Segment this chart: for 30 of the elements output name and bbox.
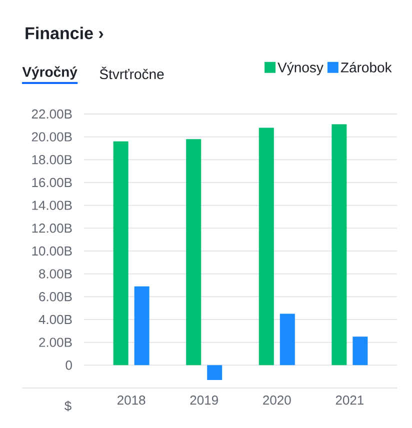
y-tick-label: 20.00B [32,132,72,142]
y-tick-label: 10.00B [32,246,72,256]
y-tick-label: 0 [66,360,72,370]
bar [186,139,202,366]
bar [280,314,295,366]
y-tick-label: 18.00B [32,155,72,164]
legend-label: Zárobok [340,62,392,72]
x-tick-label: 2021 [336,396,364,405]
y-tick-label: 12.00B [32,224,72,233]
text: Výročný [22,66,78,80]
x-tick-label: 2020 [263,396,291,405]
bar [207,365,222,380]
bar [113,141,128,366]
x-tick-label: 2019 [190,396,218,405]
bar [134,286,150,366]
x-tick-label: 2018 [118,396,146,405]
y-tick-label: 4.00B [38,314,72,324]
bar [352,336,368,366]
y-tick-label: 14.00B [32,200,72,210]
y-tick-label: 22.00B [32,109,72,119]
y-tick-label: 16.00B [32,178,72,188]
bar [332,124,347,366]
y-tick-label: 8.00B [39,269,72,278]
y-tick-label: 6.00B [39,292,72,302]
chart-title: Financie › [26,26,104,40]
text: Štvrťročne [100,66,164,80]
bar [258,128,274,366]
y-axis-title: $ [64,400,72,412]
y-tick-label: 2.00B [39,338,72,347]
legend-label: Výnosy [278,62,324,76]
